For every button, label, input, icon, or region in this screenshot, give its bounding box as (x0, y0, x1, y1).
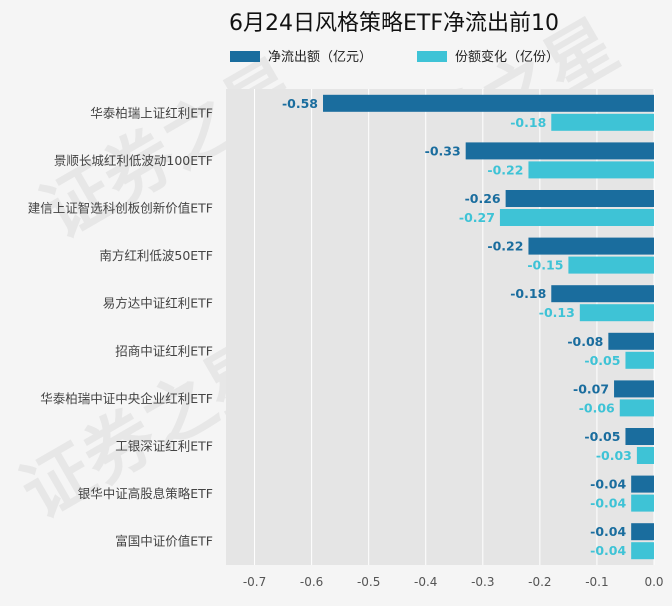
value-label-share-change: -0.04 (590, 543, 626, 558)
value-label-share-change: -0.04 (590, 496, 626, 511)
value-label-share-change: -0.03 (596, 448, 632, 463)
bar-share-change (631, 494, 654, 512)
bar-share-change (528, 161, 654, 179)
x-tick-label: -0.2 (528, 575, 551, 589)
bar-outflow (631, 475, 654, 493)
x-tick-label: -0.1 (585, 575, 608, 589)
x-tick-labels: -0.7 -0.6 -0.5 -0.4 -0.3 -0.2 -0.1 0.0 (243, 575, 664, 589)
x-tick-label: -0.7 (243, 575, 266, 589)
category-label: 景顺长城红利低波动100ETF (54, 153, 213, 168)
x-tick-label: 0.0 (644, 575, 663, 589)
bar-share-change (636, 447, 654, 464)
value-label-outflow: -0.58 (282, 96, 318, 111)
value-label-outflow: -0.07 (573, 381, 609, 396)
bar-outflow (608, 332, 654, 350)
value-label-share-change: -0.18 (510, 115, 546, 130)
bar-share-change (579, 304, 654, 322)
category-label: 富国中证价值ETF (115, 534, 213, 549)
value-label-outflow: -0.05 (584, 429, 620, 444)
legend-swatch (417, 51, 447, 62)
bar-outflow (465, 142, 654, 160)
bar-outflow (614, 380, 654, 398)
value-label-outflow: -0.08 (567, 334, 603, 349)
value-label-share-change: -0.22 (487, 162, 523, 177)
bar-share-change (551, 113, 654, 131)
value-label-outflow: -0.22 (487, 239, 523, 254)
legend-label: 净流出额（亿元） (268, 50, 372, 65)
bar-share-change (619, 399, 654, 417)
value-label-outflow: -0.26 (465, 191, 501, 206)
chart-title: 6月24日风格策略ETF净流出前10 (229, 11, 559, 36)
bar-outflow (528, 237, 654, 255)
bar-outflow (551, 285, 654, 303)
category-label: 华泰柏瑞中证中央企业红利ETF (40, 391, 213, 406)
category-label: 华泰柏瑞上证红利ETF (90, 105, 213, 120)
legend-label: 份额变化（亿份） (455, 49, 559, 65)
value-label-outflow: -0.33 (425, 143, 461, 158)
value-label-share-change: -0.13 (539, 305, 575, 320)
bar-share-change (499, 209, 654, 226)
x-tick-label: -0.3 (471, 575, 494, 589)
legend-swatch (230, 51, 260, 62)
value-label-share-change: -0.05 (584, 353, 620, 368)
bars (323, 94, 654, 560)
category-label: 工银深证红利ETF (115, 439, 213, 454)
x-tick-label: -0.4 (414, 575, 437, 589)
bar-outflow (631, 523, 654, 541)
bar-outflow (625, 428, 654, 445)
value-label-outflow: -0.04 (590, 477, 626, 492)
x-tick-label: -0.5 (357, 575, 380, 589)
value-label-outflow: -0.04 (590, 524, 626, 539)
category-labels: 华泰柏瑞上证红利ETF 景顺长城红利低波动100ETF 建信上证智选科创板创新价值E… (28, 105, 213, 548)
plot-area (226, 89, 654, 565)
bar-outflow (505, 190, 654, 207)
category-label: 银华中证高股息策略ETF (78, 486, 213, 501)
value-label-share-change: -0.27 (459, 210, 495, 225)
category-label: 南方红利低波50ETF (99, 248, 213, 263)
category-label: 建信上证智选科创板创新价值ETF (28, 201, 213, 216)
category-label: 易方达中证红利ETF (103, 296, 213, 311)
legend: 净流出额（亿元） 份额变化（亿份） (230, 49, 559, 65)
category-label: 招商中证红利ETF (115, 343, 213, 358)
bar-outflow (323, 94, 654, 112)
value-labels: -0.58 -0.18 -0.33 -0.22 -0.26 -0.27 -0.22 -0.15… (282, 96, 632, 558)
value-label-outflow: -0.18 (510, 286, 546, 301)
bar-share-change (568, 256, 654, 274)
value-label-share-change: -0.06 (579, 400, 615, 415)
value-label-share-change: -0.15 (527, 258, 563, 273)
bar-share-change (625, 351, 654, 369)
bar-share-change (631, 542, 654, 560)
x-tick-label: -0.6 (300, 575, 323, 589)
